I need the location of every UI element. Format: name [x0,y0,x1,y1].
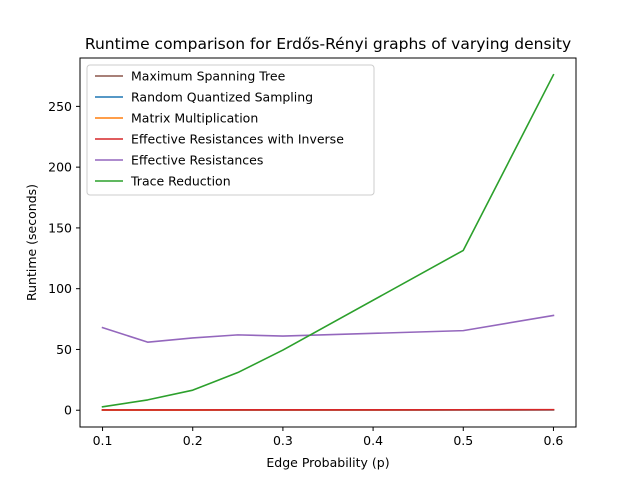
x-tick-label: 0.3 [273,433,293,448]
series-line-trace-reduction [101,73,555,408]
y-tick-label: 150 [48,220,72,235]
y-tick-label: 50 [56,342,72,357]
x-tick-label: 0.6 [544,433,564,448]
legend-label: Maximum Spanning Tree [131,69,286,84]
series-line-effective-resistances [101,314,555,343]
legend-label: Matrix Multiplication [131,111,258,126]
y-tick-label: 250 [48,99,72,114]
y-axis-label: Runtime (seconds) [24,184,39,301]
y-tick-label: 0 [64,403,72,418]
x-tick-label: 0.4 [363,433,383,448]
legend-label: Trace Reduction [130,174,231,189]
y-tick-label: 200 [48,160,72,175]
y-tick-label: 100 [48,281,72,296]
series-layer [101,73,555,411]
plot-frame [79,57,577,428]
x-tick-label: 0.2 [183,433,203,448]
x-axis-label: Edge Probability (p) [266,455,389,470]
chart-title: Runtime comparison for Erdős-Rényi graph… [85,35,571,53]
y-axis: 0 50 100 150 200 250 [48,99,80,418]
legend-box [86,64,375,196]
x-tick-label: 0.5 [453,433,473,448]
x-axis: 0.1 0.2 0.3 0.4 0.5 0.6 [93,427,564,448]
legend-label: Effective Resistances with Inverse [131,132,344,147]
legend-label: Effective Resistances [131,153,263,168]
legend-label: Random Quantized Sampling [131,90,313,105]
x-tick-label: 0.1 [93,433,113,448]
legend: Maximum Spanning Tree Random Quantized Sa… [86,64,375,196]
